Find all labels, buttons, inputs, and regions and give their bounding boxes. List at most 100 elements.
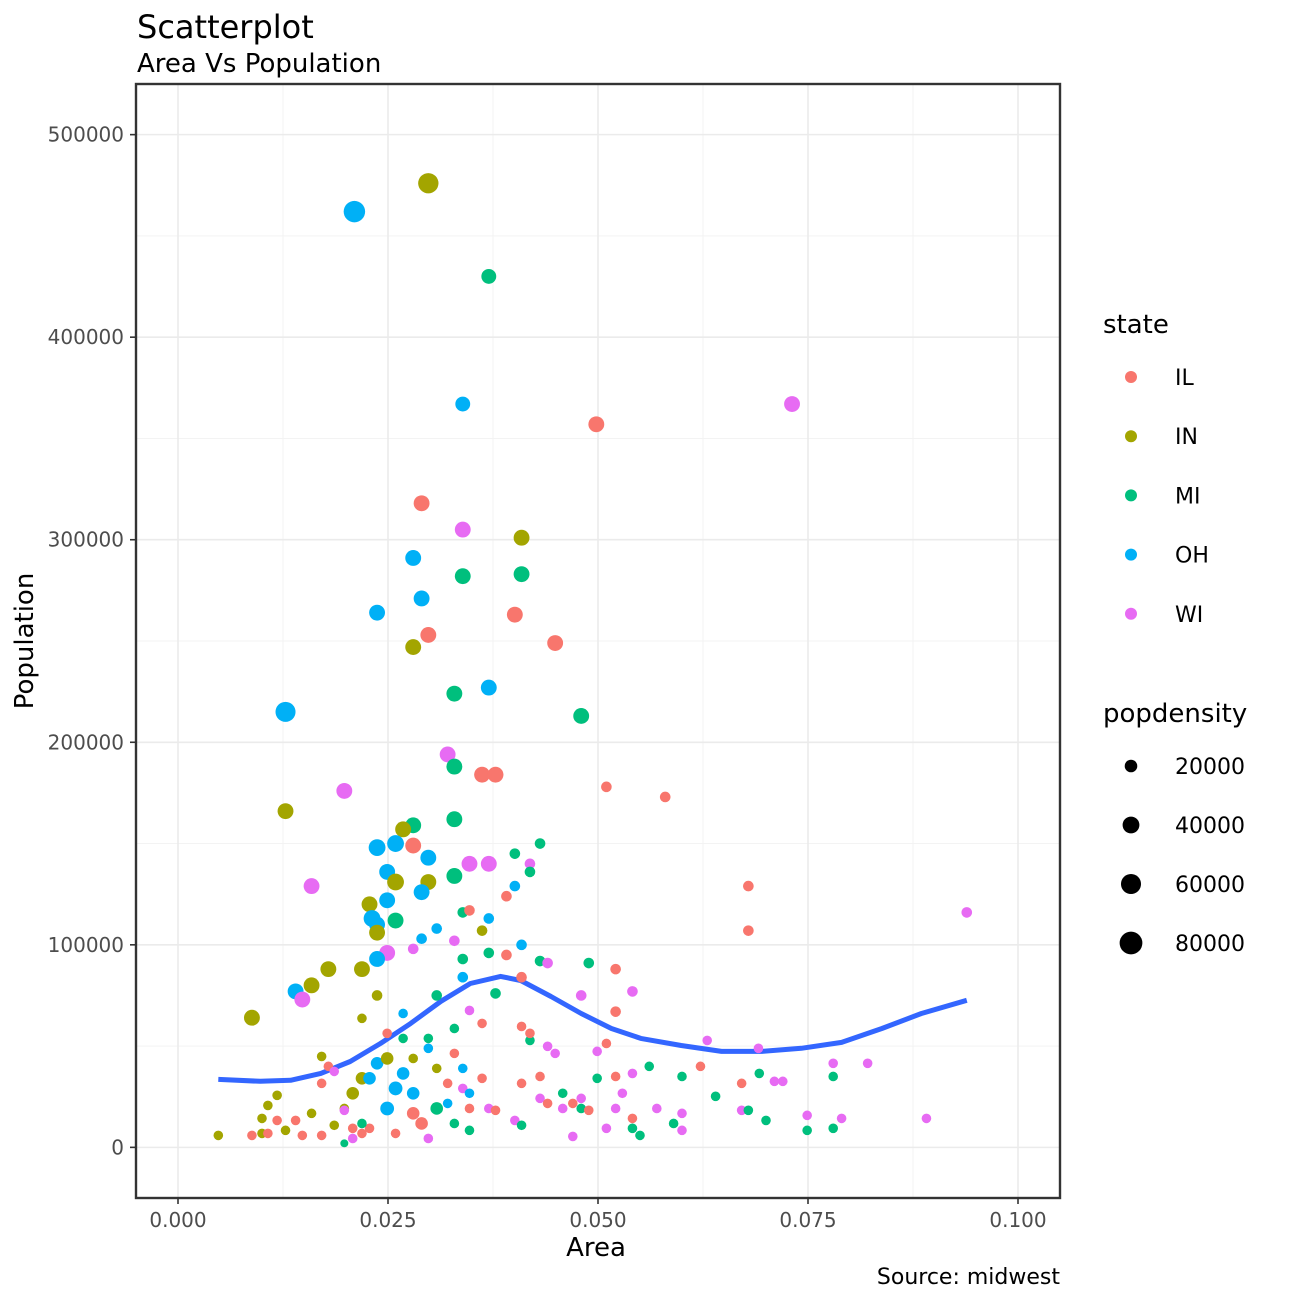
data-point-wi: [329, 1066, 340, 1077]
data-point-oh: [413, 884, 430, 901]
data-point-mi: [457, 953, 469, 965]
state-legend-title: state: [1103, 310, 1169, 340]
legend-key-il: [1125, 371, 1137, 383]
data-point-oh: [363, 1072, 376, 1085]
data-point-wi: [480, 855, 497, 872]
data-point-mi: [446, 811, 463, 828]
data-point-il: [588, 416, 605, 433]
data-point-wi: [828, 1058, 838, 1069]
data-point-mi: [573, 708, 590, 724]
data-point-mi: [534, 838, 546, 849]
data-point-wi: [454, 521, 471, 538]
data-point-il: [347, 1123, 358, 1134]
data-point-il: [516, 1021, 527, 1032]
data-point-mi: [743, 1105, 754, 1116]
data-point-oh: [388, 1081, 403, 1096]
data-point-il: [487, 766, 504, 783]
y-tick-label: 300000: [48, 528, 124, 552]
data-point-wi: [336, 782, 353, 799]
data-point-in: [418, 173, 439, 194]
data-point-il: [382, 1028, 392, 1039]
size-legend-key: [1119, 931, 1143, 955]
data-point-in: [346, 1086, 360, 1100]
data-point-mi: [828, 1123, 838, 1134]
data-point-il: [659, 791, 671, 803]
data-point-mi: [387, 912, 404, 929]
data-point-oh: [369, 951, 386, 967]
data-point-mi: [635, 1130, 645, 1141]
data-point-il: [415, 1117, 428, 1130]
data-point-mi: [449, 1023, 460, 1034]
data-point-wi: [862, 1058, 873, 1069]
data-point-il: [272, 1115, 282, 1126]
data-point-il: [263, 1128, 273, 1139]
data-point-wi: [461, 855, 478, 872]
data-point-wi: [535, 1093, 545, 1104]
data-point-wi: [702, 1035, 712, 1046]
y-axis-label: Population: [10, 573, 40, 710]
data-point-in: [513, 529, 530, 546]
data-point-il: [316, 1130, 327, 1141]
y-tick-label: 500000: [48, 123, 124, 147]
data-point-mi: [677, 1071, 687, 1082]
data-point-oh: [368, 839, 386, 856]
legend-key-in: [1125, 430, 1137, 443]
data-point-mi: [524, 866, 536, 878]
data-point-il: [449, 1048, 460, 1059]
data-point-il: [405, 837, 422, 854]
x-tick-label: 0.050: [569, 1208, 626, 1232]
data-point-mi: [446, 758, 463, 775]
data-point-oh: [480, 679, 497, 696]
data-point-wi: [784, 396, 800, 412]
data-point-in: [369, 924, 386, 941]
data-point-oh: [343, 200, 366, 223]
data-point-il: [516, 971, 527, 983]
loess-smooth-line: [218, 973, 968, 1084]
data-point-wi: [736, 1105, 747, 1116]
data-point-mi: [668, 1118, 679, 1129]
legend-label-mi: MI: [1175, 484, 1200, 509]
data-point-il: [413, 495, 430, 512]
data-point-wi: [753, 1043, 764, 1054]
data-point-il: [316, 1078, 327, 1089]
data-point-oh: [370, 1057, 384, 1070]
data-point-wi: [592, 1046, 602, 1057]
data-point-wi: [457, 1083, 468, 1094]
x-tick-label: 0.000: [149, 1208, 206, 1232]
data-point-mi: [454, 568, 471, 585]
data-point-il: [601, 1038, 612, 1049]
data-point-wi: [542, 957, 553, 969]
data-point-oh: [379, 892, 396, 909]
data-point-in: [387, 873, 404, 891]
data-point-mi: [525, 1035, 535, 1046]
data-point-il: [583, 1105, 594, 1116]
data-point-mi: [483, 947, 495, 959]
data-point-il: [516, 1078, 527, 1089]
x-tick-label: 0.025: [359, 1208, 416, 1232]
data-point-il: [247, 1130, 257, 1141]
size-legend-label: 60000: [1175, 873, 1245, 898]
data-point-mi: [802, 1125, 812, 1136]
data-point-il: [525, 1028, 535, 1039]
chart-title: Scatterplot: [137, 8, 314, 46]
data-point-oh: [455, 396, 471, 412]
data-point-mi: [423, 1033, 434, 1044]
data-point-il: [420, 626, 437, 643]
data-point-mi: [430, 1102, 444, 1115]
data-point-il: [357, 1128, 367, 1139]
data-point-in: [280, 1125, 291, 1136]
data-point-wi: [568, 1131, 578, 1142]
data-point-oh: [509, 880, 521, 892]
legend-label-oh: OH: [1175, 544, 1209, 569]
size-legend-label: 40000: [1175, 814, 1245, 839]
data-point-il: [477, 1073, 487, 1084]
data-point-in: [306, 1108, 317, 1119]
axis-ticks: 0.000 0.025 0.050 0.075 0.100 0 100000 200000 30…: [48, 123, 1047, 1232]
size-legend: 20000 40000 60000 80000: [1119, 755, 1245, 957]
data-point-il: [474, 766, 491, 783]
data-point-in: [371, 990, 383, 1001]
grid-lines: [136, 84, 1060, 1198]
data-point-in: [405, 639, 422, 656]
legend-key-mi: [1125, 489, 1137, 502]
data-point-il: [601, 781, 612, 793]
